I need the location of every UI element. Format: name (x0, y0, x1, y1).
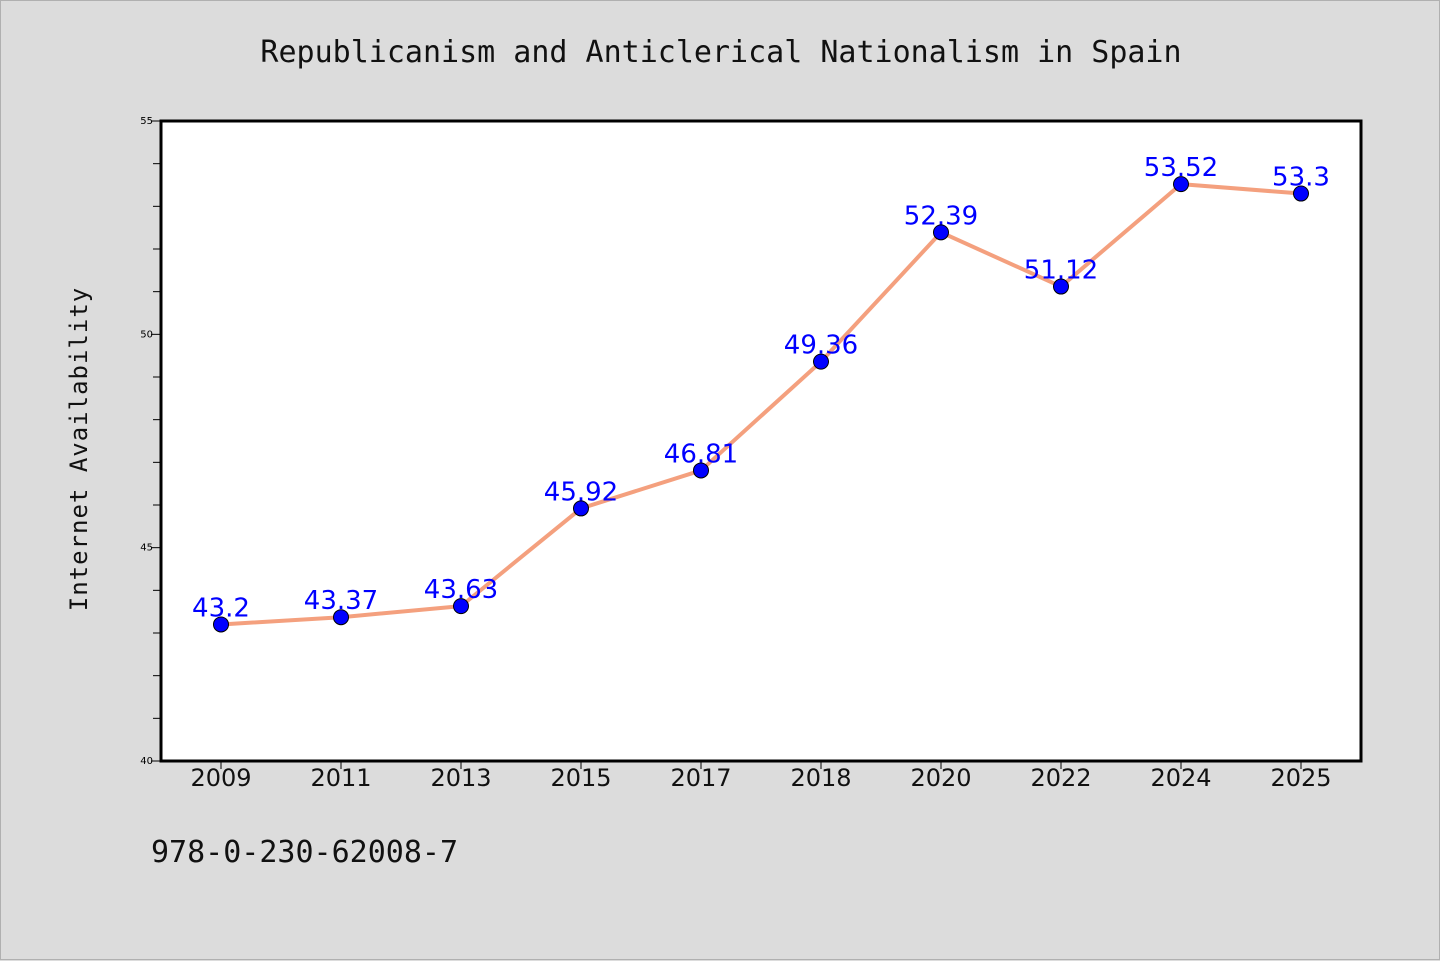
y-tick-label: 55 (140, 116, 153, 127)
data-point (1293, 185, 1309, 202)
data-label: 46.81 (664, 439, 738, 469)
data-label: 43.37 (304, 586, 378, 616)
x-axis: 2009 2011 2013 2015 2017 2018 2020 2022 2024 2025 (190, 761, 1332, 792)
y-tick-label: 40 (140, 756, 153, 767)
x-tick-label: 2020 (910, 764, 971, 792)
y-tick-label: 50 (140, 329, 153, 340)
x-tick-label: 2011 (310, 764, 371, 792)
data-point (453, 598, 469, 615)
data-label: 49.36 (784, 331, 858, 361)
footer-isbn: 978-0-230-62008-7 (151, 835, 459, 870)
data-point (1053, 278, 1069, 295)
data-label: 45.92 (544, 477, 618, 507)
chart-title: Republicanism and Anticlerical Nationali… (260, 35, 1182, 70)
data-label: 43.2 (192, 593, 250, 623)
data-point (1173, 176, 1189, 193)
x-tick-label: 2017 (670, 764, 731, 792)
y-axis: 40 45 50 55 (140, 116, 161, 767)
data-label: 53.3 (1272, 163, 1330, 193)
x-tick-label: 2009 (190, 764, 251, 792)
data-point (213, 616, 229, 633)
x-tick-label: 2024 (1150, 764, 1211, 792)
y-tick-label: 45 (140, 543, 153, 554)
data-point (333, 609, 349, 626)
data-point (573, 500, 589, 517)
x-tick-label: 2025 (1270, 764, 1331, 792)
x-tick-label: 2018 (790, 764, 851, 792)
data-point (813, 353, 829, 370)
data-label: 53.52 (1144, 153, 1218, 183)
data-point (933, 224, 949, 241)
x-tick-label: 2013 (430, 764, 491, 792)
series-line (220, 182, 1302, 627)
data-label: 51.12 (1024, 256, 1098, 286)
data-point (693, 462, 709, 479)
data-labels: 43.2 43.37 43.63 45.92 46.81 49.36 52.39 51.12 5… (192, 153, 1330, 623)
data-label: 52.39 (904, 201, 978, 231)
y-axis-title: Internet Availability (65, 287, 93, 611)
data-label: 43.63 (424, 575, 498, 605)
series-layer (213, 176, 1309, 633)
x-tick-label: 2022 (1030, 764, 1091, 792)
x-tick-label: 2015 (550, 764, 611, 792)
plot-area (159, 119, 1363, 763)
